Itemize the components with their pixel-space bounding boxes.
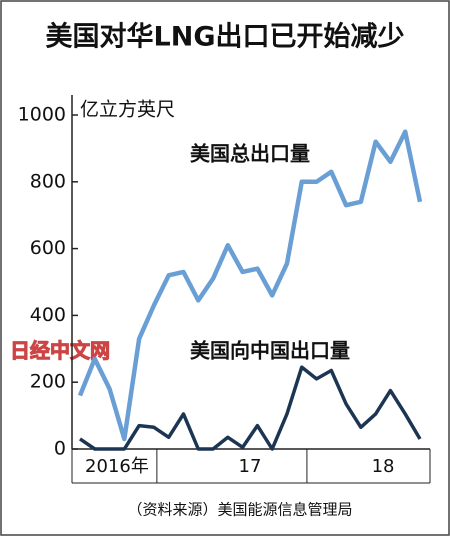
y-tick-label: 800 — [30, 170, 66, 192]
x-tick-label: 2016年 — [85, 456, 149, 477]
x-tick-label: 17 — [239, 456, 262, 477]
series-line — [79, 365, 422, 451]
y-tick-label: 0 — [54, 438, 66, 460]
chart-title: 美国对华LNG出口已开始减少 — [46, 21, 405, 53]
x-tick-label: 18 — [372, 456, 395, 477]
y-unit: 亿立方英尺 — [80, 99, 175, 121]
y-tick-label: 200 — [30, 371, 66, 393]
source: （资料来源）美国能源信息管理局 — [127, 501, 352, 519]
legend-label: 美国总出口量 — [190, 142, 310, 166]
legend-label: 美国向中国出口量 — [190, 339, 350, 363]
y-tick-label: 600 — [30, 237, 66, 259]
y-tick-label: 400 — [30, 304, 66, 326]
series-line — [77, 129, 423, 442]
y-tick-label: 1000 — [18, 104, 66, 126]
watermark: 日经中文网 — [10, 339, 110, 363]
